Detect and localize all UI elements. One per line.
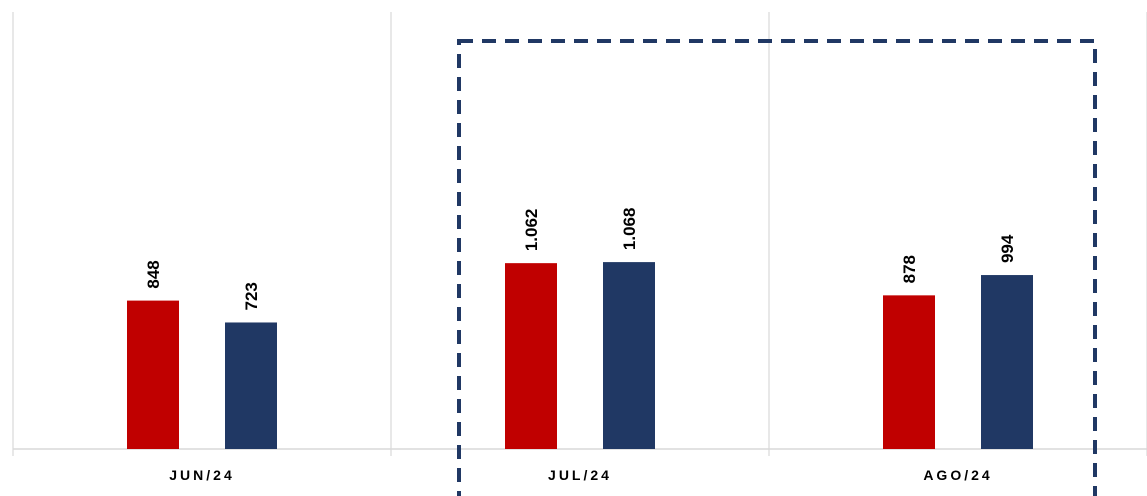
data-label: 1.062 [522,209,541,252]
grid-lines [12,12,1147,456]
bars [127,262,1033,449]
x-tick-label: JUN/24 [169,467,234,483]
bar-navy-jul-24 [603,262,655,449]
value-labels: 848 723 1.062 1.068 878 994 [144,208,1017,311]
data-label: 848 [144,260,163,288]
data-label: 723 [242,282,261,310]
bar-red-jul-24 [505,263,557,449]
x-tick-label: AGO/24 [923,467,992,483]
x-axis-tick-labels: JUN/24 JUL/24 AGO/24 [169,467,992,483]
bar-navy-ago-24 [981,275,1033,449]
x-tick-label: JUL/24 [548,467,612,483]
bar-red-ago-24 [883,295,935,449]
bar-navy-jun-24 [225,322,277,449]
data-label: 878 [900,255,919,283]
bar-red-jun-24 [127,300,179,449]
data-label: 1.068 [620,208,639,251]
data-label: 994 [998,234,1017,263]
